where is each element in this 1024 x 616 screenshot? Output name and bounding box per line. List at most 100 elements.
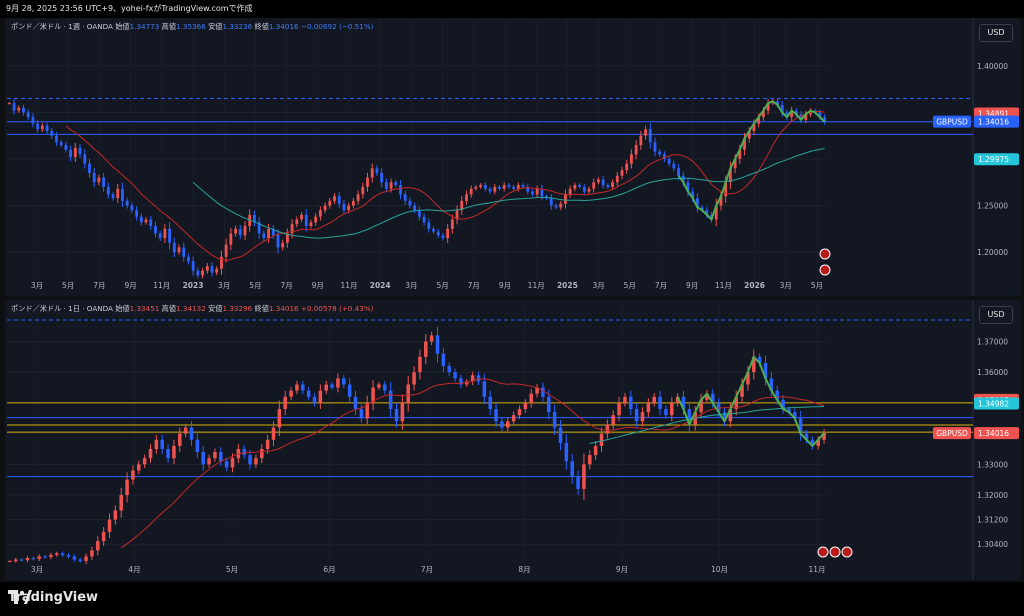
x-tick-label: 11月 [715, 281, 732, 290]
weekly-high: 1.35366 [176, 22, 206, 31]
candle-body [681, 396, 686, 410]
candle-body [541, 387, 545, 397]
candle-body [798, 418, 803, 434]
candle-body [189, 427, 194, 440]
candle-body [254, 458, 258, 465]
candle-body [119, 495, 123, 511]
candle-body [459, 378, 463, 385]
candle-body [435, 335, 440, 354]
x-tick-label: 5月 [811, 281, 823, 290]
candle-body [406, 384, 410, 403]
candle-body [523, 402, 528, 410]
candle-body [43, 556, 47, 558]
candle-body [347, 384, 352, 397]
elliott-wave-overlay [676, 355, 825, 447]
candle-body [289, 390, 293, 397]
candle-body [625, 163, 629, 171]
candle-body [747, 131, 751, 139]
candle-body [271, 228, 275, 236]
candle-body [394, 409, 399, 422]
price-label-text: 1.34016 [978, 118, 1009, 127]
candle-body [640, 412, 645, 422]
candle-body [549, 198, 553, 206]
daily-open: 1.33451 [129, 304, 160, 313]
y-tick-label: 1.20000 [977, 248, 1008, 257]
candle-body [400, 402, 405, 422]
candle-body [695, 198, 699, 208]
weekly-low: 1.33236 [222, 22, 253, 31]
x-tick-label: 11月 [528, 281, 545, 290]
candle-body [822, 433, 826, 440]
candle-body [144, 219, 148, 223]
candle-body [377, 384, 381, 388]
x-tick-label: 7月 [421, 565, 433, 574]
candle-body [474, 186, 478, 189]
candle-body [172, 445, 176, 459]
y-tick-label: 1.36000 [977, 368, 1008, 377]
candle-body [711, 393, 715, 403]
daily-chart-svg[interactable]: 1.370001.360001.340001.330001.320001.312… [5, 300, 1021, 580]
candle-body [816, 439, 820, 446]
long-moving-average-line [589, 406, 825, 444]
daily-chart-panel[interactable]: ポンド／米ドル · 1日 · OANDA 始値1.33451 高値1.34132… [5, 300, 1021, 580]
x-tick-label: 11月 [808, 565, 825, 574]
candle-body [623, 396, 627, 403]
x-tick-label: 3月 [31, 565, 43, 574]
candle-body [22, 107, 25, 113]
candle-body [84, 556, 88, 562]
long-moving-average-line [192, 148, 825, 239]
weekly-chart-svg[interactable]: 1.400001.350001.300001.250001.200003月5月7… [5, 18, 1021, 296]
daily-currency-button[interactable]: USD [979, 306, 1013, 324]
x-tick-label: 2026 [744, 281, 765, 290]
daily-low-label: 安値 [208, 304, 223, 313]
candle-body [342, 203, 346, 211]
candle-body [12, 103, 16, 111]
x-tick-label: 7月 [93, 281, 105, 290]
weekly-currency-button[interactable]: USD [979, 24, 1013, 42]
symbol-tag-text: GBPUSD [936, 429, 968, 438]
x-tick-label: 5月 [226, 565, 238, 574]
x-tick-label: 9月 [686, 281, 698, 290]
candle-body [137, 464, 141, 471]
candle-body [564, 194, 567, 204]
candle-body [55, 553, 59, 555]
candle-body [281, 242, 285, 248]
weekly-chart-panel[interactable]: ポンド／米ドル · 1週 · OANDA 始値1.34773 高値1.35366… [5, 18, 1021, 296]
x-tick-label: 2024 [370, 281, 391, 290]
candle-body [738, 149, 742, 159]
price-label-box [974, 115, 1019, 128]
candle-body [351, 200, 355, 206]
price-label-text: 1.29975 [978, 155, 1009, 164]
candle-body [705, 393, 709, 400]
candle-body [429, 335, 434, 342]
candle-body [201, 270, 204, 276]
candle-body [552, 412, 557, 428]
candle-body [262, 233, 266, 239]
weekly-close-label: 終値 [254, 22, 269, 31]
candle-body [73, 147, 77, 158]
candle-body [634, 409, 639, 422]
candle-body [283, 396, 287, 410]
candle-body [96, 541, 100, 551]
candle-body [142, 458, 147, 465]
candle-body [752, 123, 756, 132]
candle-body [794, 110, 798, 115]
candle-body [160, 439, 164, 449]
candle-body [149, 219, 153, 227]
candle-body [389, 182, 393, 189]
y-tick-label: 1.33000 [977, 460, 1008, 469]
x-tick-label: 5月 [436, 281, 448, 290]
candle-body [135, 210, 139, 217]
tradingview-logo[interactable]: TradingView [8, 590, 98, 605]
candle-body [691, 191, 695, 199]
candle-body [408, 200, 412, 206]
candle-body [370, 168, 374, 178]
candle-body [309, 222, 313, 227]
candle-body [578, 185, 581, 187]
candle-body [69, 149, 73, 158]
symbol-tag-box [933, 427, 971, 440]
candle-body [672, 163, 676, 169]
candle-body [238, 228, 242, 236]
candle-body [31, 558, 36, 560]
candle-body [728, 409, 733, 422]
